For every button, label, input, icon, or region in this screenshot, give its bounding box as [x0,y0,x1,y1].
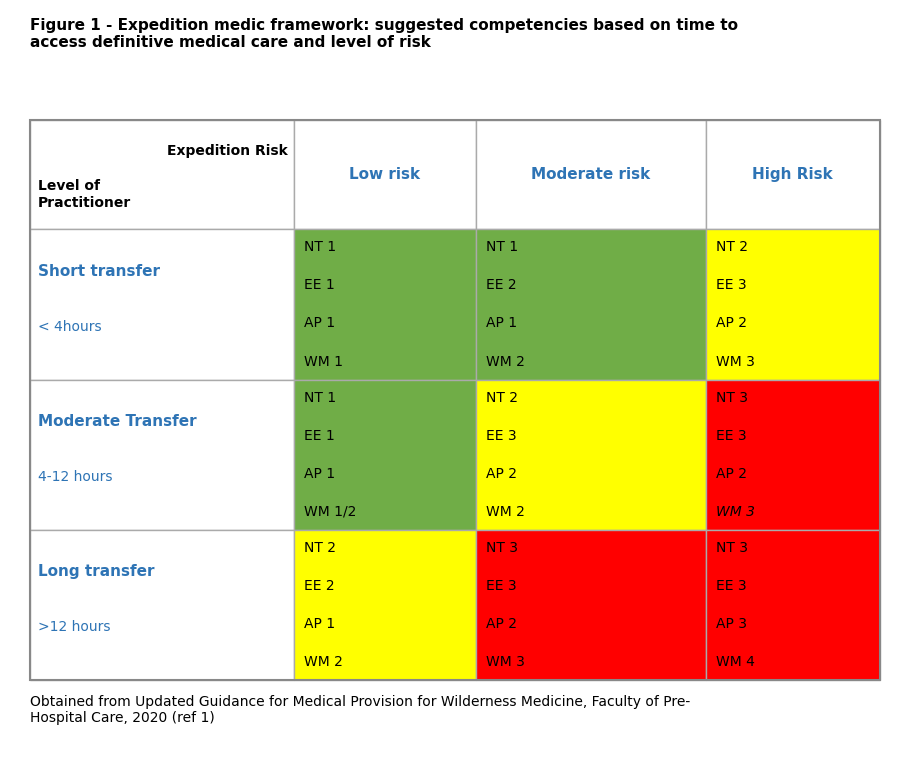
Text: WM 4: WM 4 [716,655,755,669]
Text: Level of
Practitioner: Level of Practitioner [38,179,132,210]
Text: AP 2: AP 2 [716,316,747,331]
Bar [30,530,293,680]
Bar [293,230,476,379]
Text: NT 3: NT 3 [486,541,518,555]
Text: WM 2: WM 2 [303,655,343,669]
Text: AP 1: AP 1 [303,316,335,331]
Text: AP 2: AP 2 [486,617,517,631]
Text: NT 1: NT 1 [486,240,518,255]
Text: AP 2: AP 2 [486,467,517,480]
Text: EE 3: EE 3 [716,278,747,293]
Bar [293,379,476,530]
Bar [706,530,880,680]
Bar [476,530,706,680]
Text: Moderate Transfer: Moderate Transfer [38,414,197,429]
Text: EE 2: EE 2 [303,579,335,593]
Text: WM 1/2: WM 1/2 [303,505,356,519]
Text: Figure 1 - Expedition medic framework: suggested competencies based on time to
a: Figure 1 - Expedition medic framework: s… [30,18,738,50]
Text: WM 2: WM 2 [486,505,526,519]
Text: < 4hours: < 4hours [38,320,101,334]
Text: WM 2: WM 2 [486,354,526,369]
Text: Moderate risk: Moderate risk [531,167,651,182]
Text: NT 2: NT 2 [303,541,335,555]
Text: NT 3: NT 3 [716,541,748,555]
Text: NT 3: NT 3 [716,391,748,404]
Text: 4-12 hours: 4-12 hours [38,470,112,484]
Bar [30,230,293,379]
Text: WM 3: WM 3 [486,655,526,669]
Text: WM 1: WM 1 [303,354,343,369]
Bar [30,120,293,230]
Bar [476,120,706,230]
Text: Short transfer: Short transfer [38,264,160,279]
Text: Obtained from Updated Guidance for Medical Provision for Wilderness Medicine, Fa: Obtained from Updated Guidance for Medic… [30,695,690,725]
Bar [30,120,880,680]
Bar [706,379,880,530]
Text: EE 3: EE 3 [486,429,517,442]
Text: WM 3: WM 3 [716,505,755,519]
Text: AP 1: AP 1 [303,467,335,480]
Text: AP 1: AP 1 [486,316,517,331]
Text: >12 hours: >12 hours [38,620,111,635]
Bar [706,230,880,379]
Bar [476,379,706,530]
Text: EE 2: EE 2 [486,278,517,293]
Text: EE 1: EE 1 [303,429,335,442]
Text: EE 3: EE 3 [716,429,747,442]
Text: AP 2: AP 2 [716,467,747,480]
Text: NT 1: NT 1 [303,391,335,404]
Text: NT 1: NT 1 [303,240,335,255]
Bar [293,120,476,230]
Text: Low risk: Low risk [349,167,420,182]
Text: AP 1: AP 1 [303,617,335,631]
Text: NT 2: NT 2 [486,391,518,404]
Bar [476,230,706,379]
Text: EE 1: EE 1 [303,278,335,293]
Text: AP 3: AP 3 [716,617,747,631]
Text: High Risk: High Risk [752,167,834,182]
Text: Long transfer: Long transfer [38,565,154,579]
Bar [706,120,880,230]
Bar [293,530,476,680]
Text: WM 3: WM 3 [716,354,755,369]
Text: Expedition Risk: Expedition Risk [166,144,288,157]
Text: NT 2: NT 2 [716,240,748,255]
Text: EE 3: EE 3 [486,579,517,593]
Text: EE 3: EE 3 [716,579,747,593]
Bar [30,379,293,530]
